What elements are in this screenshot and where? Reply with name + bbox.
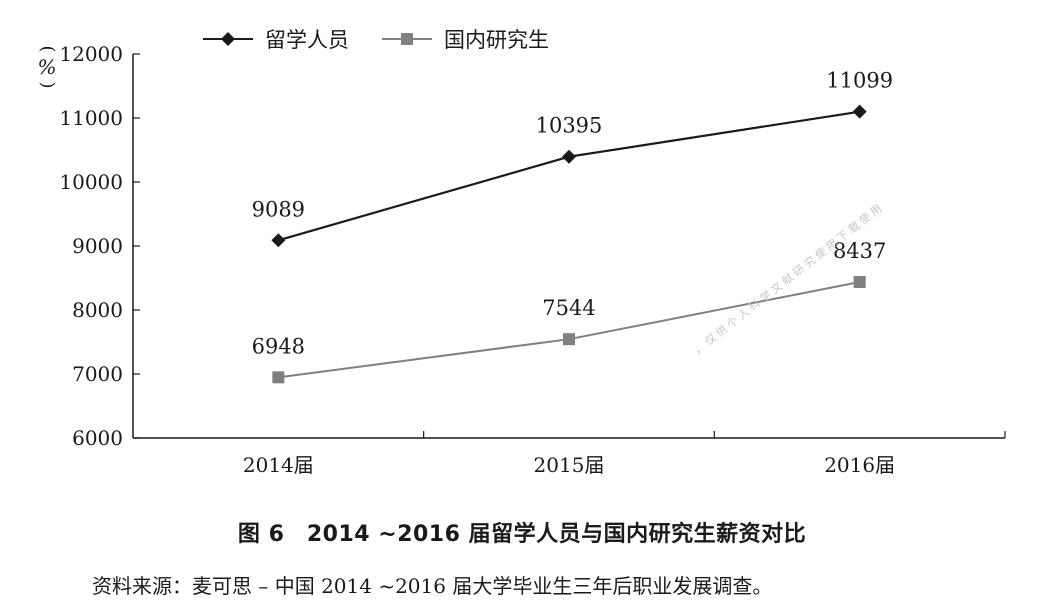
figure-caption: 图 6 2014 ~2016 届留学人员与国内研究生薪资对比 (237, 522, 807, 547)
x-tick-label: 2015届 (534, 453, 605, 477)
data-label: 7544 (542, 296, 595, 320)
data-point (272, 371, 285, 384)
data-point (563, 333, 575, 346)
legend-label: 留学人员 (265, 28, 349, 52)
y-axis-ticks: 6000 7000 8000 9000 10000 11000 12000 (59, 42, 140, 450)
legend-marker (401, 33, 413, 45)
data-label: 9089 (252, 197, 305, 221)
data-label: 6948 (252, 334, 305, 358)
legend-label: 国内研究生 (444, 28, 549, 52)
y-tick-label: 10000 (59, 170, 123, 194)
legend: 留学人员 国内研究生 (203, 28, 549, 52)
x-tick-label: 2014届 (243, 453, 314, 477)
y-axis-unit-label: ( % ) (37, 45, 58, 89)
y-tick-label: 6000 (72, 426, 123, 450)
x-axis-ticks: 2014届 2015届 2016届 (243, 431, 1006, 477)
data-point (853, 276, 866, 289)
data-point (562, 149, 576, 164)
y-tick-label: 8000 (72, 298, 123, 322)
data-labels: 9089 10395 11099 6948 7544 8437 (252, 69, 893, 359)
y-tick-label: 9000 (72, 234, 123, 258)
legend-marker (221, 32, 235, 46)
x-tick-label: 2016届 (824, 453, 895, 477)
y-tick-label: 11000 (59, 106, 123, 130)
data-label: 11099 (826, 69, 893, 93)
data-label: 8437 (833, 239, 886, 263)
data-point (852, 104, 867, 119)
y-tick-label: 12000 (59, 42, 123, 66)
series-markers (271, 104, 867, 384)
y-tick-label: 7000 (72, 362, 123, 386)
source-note: 资料来源：麦可思 – 中国 2014 ~2016 届大学毕业生三年后职业发展调查… (92, 574, 773, 598)
data-point (271, 233, 286, 248)
data-label: 10395 (536, 114, 603, 138)
